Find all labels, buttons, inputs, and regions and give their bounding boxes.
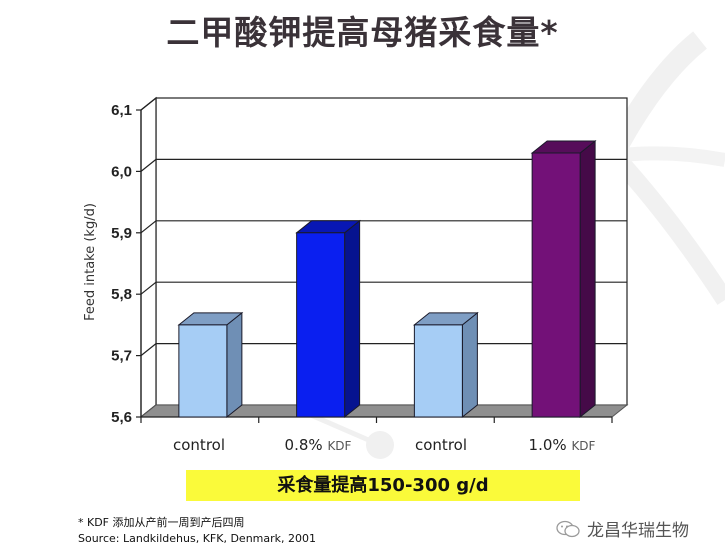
bar-1 — [177, 311, 244, 419]
bar-2 — [295, 219, 362, 419]
y-tick-label: 6,1 — [111, 102, 132, 119]
y-tick-label: 5,7 — [111, 348, 132, 365]
category-sublabel: KDF — [327, 439, 352, 453]
x-category-4: 1.0% KDF — [502, 436, 622, 454]
highlight-banner: 采食量提高150-300 g/d — [186, 470, 580, 501]
category-label: 0.8% — [284, 436, 323, 454]
x-category-1: control — [139, 436, 259, 454]
category-sublabel: KDF — [571, 439, 596, 453]
y-tick-label: 5,6 — [111, 409, 132, 426]
bar-4 — [530, 139, 597, 419]
footnote-source: Source: Landkildehus, KFK, Denmark, 2001 — [78, 532, 316, 545]
x-category-3: control — [381, 436, 501, 454]
y-tick-label: 5,9 — [111, 225, 132, 242]
bar-3 — [412, 311, 479, 419]
category-label: 1.0% — [528, 436, 567, 454]
x-category-2: 0.8% KDF — [258, 436, 378, 454]
slide-title: 二甲酸钾提高母猪采食量* — [166, 13, 559, 52]
bars — [177, 139, 597, 419]
y-tick-label: 6,0 — [111, 163, 132, 180]
brand-name: 龙昌华瑞生物 — [587, 521, 689, 541]
category-label: control — [415, 436, 467, 454]
y-axis-label: Feed intake (kg/d) — [83, 203, 98, 321]
y-axis: 5,6 5,7 5,8 5,9 6,0 6,1 — [111, 102, 613, 426]
wechat-icon — [556, 520, 580, 537]
brand-watermark: 龙昌华瑞生物 — [555, 516, 689, 541]
y-tick-label: 5,8 — [111, 286, 132, 303]
footnote-note: * KDF 添加从产前一周到产后四周 — [78, 516, 245, 529]
category-label: control — [173, 436, 225, 454]
